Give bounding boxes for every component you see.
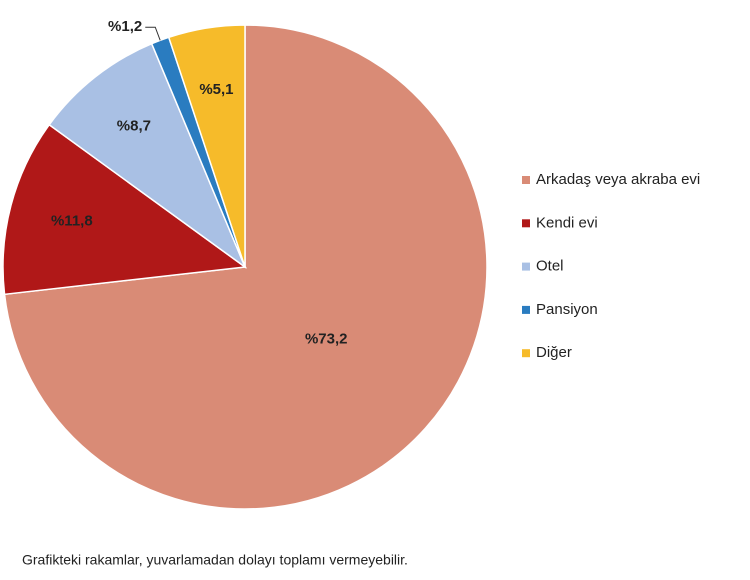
value-label: %73,2: [305, 330, 348, 347]
value-label: %1,2: [108, 18, 142, 35]
legend-label: Pansiyon: [536, 301, 598, 318]
value-label: %8,7: [117, 118, 151, 135]
legend-swatch: [522, 219, 530, 228]
pie-slice: [48, 42, 247, 270]
legend-swatch: [522, 176, 530, 184]
legend-label: Diğer: [536, 344, 572, 361]
legend-swatch: [522, 349, 530, 358]
footnote: Grafikteki rakamlar, yuvarlamadan dolayı…: [22, 552, 408, 568]
legend-label: Arkadaş veya akraba evi: [536, 171, 700, 188]
legend-label: Otel: [536, 258, 564, 275]
value-label: %11,8: [51, 212, 93, 229]
legend-swatch: [522, 305, 530, 314]
legend-label: Kendi evi: [536, 214, 598, 231]
pie-slice: [167, 24, 246, 268]
value-label: %5,1: [199, 81, 233, 98]
pie-slice: [2, 123, 248, 296]
legend-swatch: [522, 262, 530, 271]
leader-line: [145, 26, 161, 41]
